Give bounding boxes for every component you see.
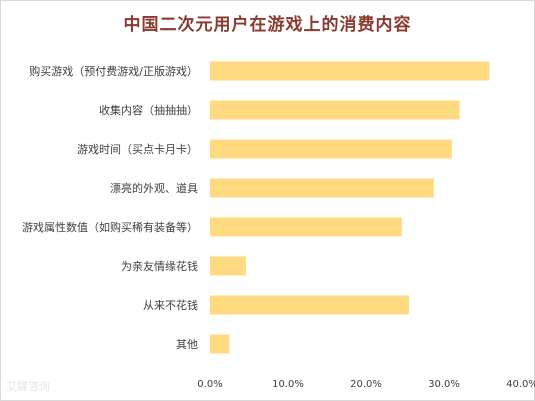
x-tick-label-2: 10.0% bbox=[272, 379, 304, 390]
x-tick-label-5: 40.0% bbox=[506, 379, 535, 390]
bar-1 bbox=[210, 61, 490, 81]
bar-6 bbox=[210, 256, 246, 276]
bar-7 bbox=[210, 295, 409, 315]
category-label-3: 游戏时间（买点卡月卡） bbox=[77, 143, 198, 156]
bar-2 bbox=[210, 100, 460, 120]
bar-8 bbox=[210, 334, 230, 354]
category-label-4: 漂亮的外观、道具 bbox=[110, 181, 198, 195]
category-label-7: 从来不花钱 bbox=[143, 298, 198, 312]
bar-3 bbox=[210, 139, 452, 159]
category-label-2: 收集内容（抽抽抽） bbox=[99, 103, 198, 117]
category-label-6: 为亲友情缘花钱 bbox=[121, 259, 198, 273]
x-tick-label-1: 0.0% bbox=[197, 379, 222, 390]
category-label-5: 游戏属性数值（如购买稀有装备等） bbox=[22, 220, 198, 234]
chart-title: 中国二次元用户在游戏上的消费内容 bbox=[123, 15, 412, 35]
category-label-1: 购买游戏（预付费游戏/正版游戏） bbox=[29, 64, 198, 78]
x-tick-label-3: 20.0% bbox=[350, 379, 382, 390]
category-label-8: 其他 bbox=[176, 338, 198, 351]
x-tick-label-4: 30.0% bbox=[428, 379, 460, 390]
bar-4 bbox=[210, 178, 434, 198]
bar-5 bbox=[210, 217, 402, 237]
watermark-logo: 艾媒咨询 bbox=[6, 380, 50, 393]
